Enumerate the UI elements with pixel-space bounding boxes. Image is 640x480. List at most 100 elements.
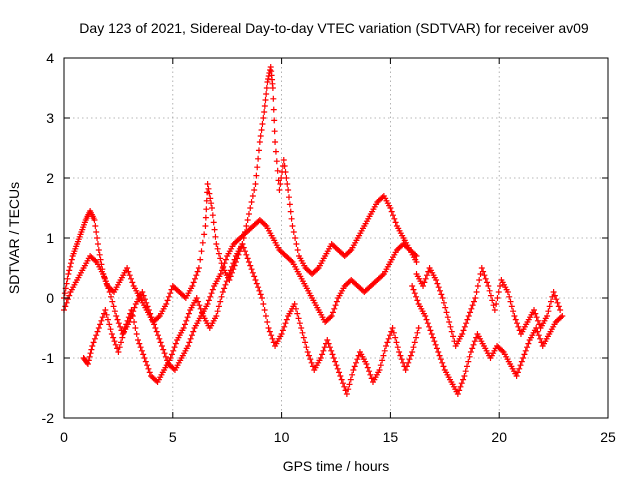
y-tick-label: 3 [46,110,54,126]
data-point [522,347,529,354]
data-points [61,64,566,397]
data-point [171,344,178,351]
data-point [249,193,256,199]
data-point [400,359,407,366]
data-point [280,157,287,163]
data-point [300,334,307,341]
data-point [484,279,491,286]
data-point [551,292,558,299]
x-tick-label: 15 [383,429,399,445]
data-point [103,311,110,318]
data-point [261,103,268,109]
data-point [255,155,262,162]
data-point [146,369,153,376]
data-point [317,355,324,361]
data-point [167,355,174,361]
data-point [124,265,131,271]
data-point [253,280,260,287]
data-point [88,346,95,353]
data-point [156,335,163,342]
data-point [284,181,291,187]
data-point [125,314,132,321]
data-point [353,359,360,366]
data-point [102,307,109,313]
data-point [454,391,461,397]
data-point [101,274,108,281]
data-point [367,371,374,378]
data-point [476,277,483,283]
data-point [271,128,278,135]
data-point [486,287,493,294]
data-point [520,355,527,361]
data-point [443,309,450,316]
data-point [91,335,98,342]
x-tick-label: 25 [600,429,616,445]
data-point [265,325,272,331]
data-point [248,266,255,273]
data-point [469,302,476,309]
data-point [142,358,149,365]
data-point [128,275,135,282]
data-point [281,323,288,330]
data-point [92,257,99,264]
data-point [387,205,394,211]
data-point [345,386,352,393]
data-point [189,283,196,289]
data-point [437,287,444,294]
data-point [446,319,453,325]
data-point [158,343,165,349]
data-point [91,217,98,223]
data-point [515,323,522,330]
data-point [155,314,162,321]
data-point [412,251,419,258]
data-point [545,308,552,315]
data-point [383,343,390,349]
data-point [115,349,122,355]
data-point [198,248,205,255]
data-point [285,194,292,201]
data-point [104,316,111,323]
data-point [126,272,133,279]
data-point [167,290,174,297]
data-point [170,347,177,354]
data-point [448,328,455,335]
data-point [351,363,358,370]
data-point [547,298,554,305]
series-4 [413,265,564,349]
data-point [261,307,268,313]
data-point [194,268,201,275]
data-point [245,211,252,217]
data-point [459,331,466,337]
data-point [461,323,468,330]
data-point [98,317,105,324]
data-point [132,325,139,331]
data-point [379,272,386,279]
data-point [249,269,256,276]
data-point [472,295,479,301]
data-point [206,190,213,197]
data-point [270,339,277,346]
data-point [97,321,104,328]
data-point [165,293,172,300]
data-point [428,331,435,337]
data-point [225,274,232,281]
data-point [413,259,420,265]
axis-ticks [63,57,609,419]
data-point [262,97,269,103]
data-point [465,358,472,365]
data-point [321,344,328,351]
y-tick-label: 1 [46,230,54,246]
data-point [555,303,562,310]
data-point [212,233,219,240]
data-point [218,293,225,300]
data-point [147,310,154,317]
series-2 [61,217,420,373]
data-point [517,362,524,369]
data-point [423,272,430,279]
data-point [244,255,251,262]
data-point [390,329,397,336]
data-point [326,344,333,351]
data-point [499,347,506,354]
data-point [205,297,212,304]
